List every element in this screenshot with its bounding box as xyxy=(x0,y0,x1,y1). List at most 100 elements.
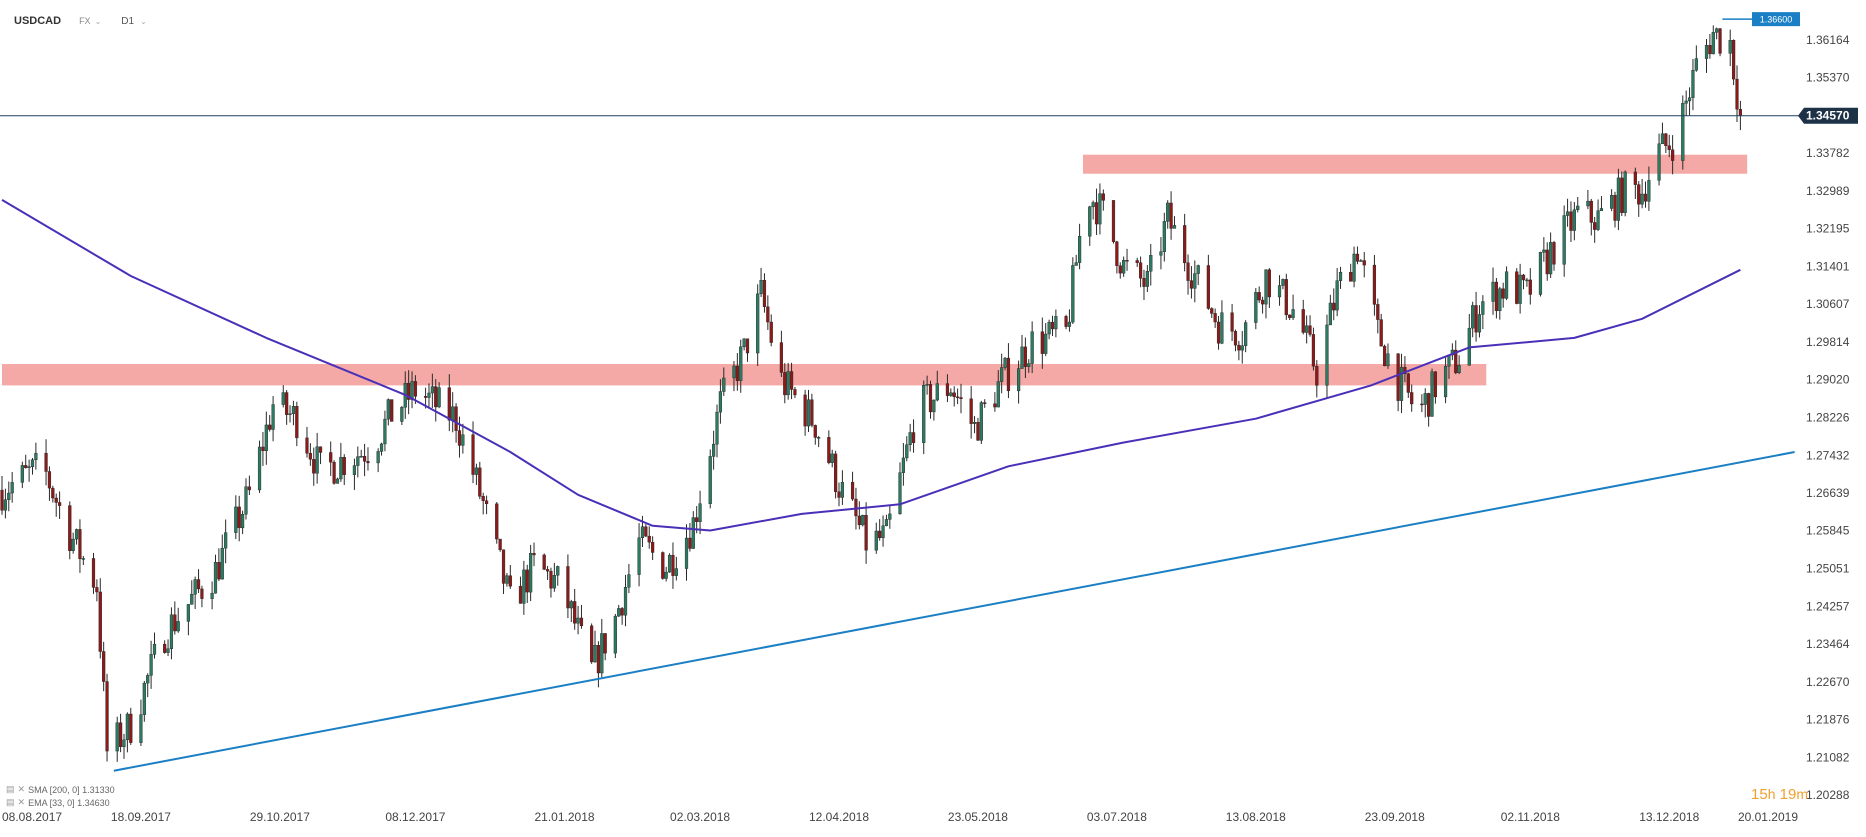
candle-body xyxy=(542,554,546,570)
candle-body xyxy=(1210,308,1214,314)
candle-body xyxy=(271,404,275,430)
y-tick-label: 1.23464 xyxy=(1806,637,1850,651)
candle-body xyxy=(1288,314,1292,318)
candle-body xyxy=(1040,331,1044,354)
zone-1 xyxy=(1082,154,1748,174)
candle-body xyxy=(1230,312,1234,332)
timeframe-dropdown-icon[interactable]: ⌄ xyxy=(140,16,147,26)
candle-body xyxy=(20,465,24,483)
candle-body xyxy=(362,455,367,462)
candle-body xyxy=(667,554,672,573)
market-label[interactable]: FX xyxy=(79,16,91,26)
candle-body xyxy=(1406,373,1410,393)
candle-countdown: 15h 19m xyxy=(1751,786,1809,803)
candle-body xyxy=(1691,70,1695,98)
candle-body xyxy=(1589,200,1593,223)
candle-body xyxy=(508,575,512,587)
candle-body xyxy=(383,418,387,445)
candle-body xyxy=(552,575,556,589)
candle-body xyxy=(146,675,150,684)
candle-body xyxy=(200,588,204,599)
candle-body xyxy=(1260,299,1265,305)
candle-body xyxy=(390,399,394,422)
candle-body xyxy=(1206,265,1210,309)
candle-body xyxy=(1006,357,1011,392)
y-tick-label: 1.21876 xyxy=(1806,713,1850,727)
candle-body xyxy=(952,392,956,398)
candle-body xyxy=(366,461,370,464)
candle-body xyxy=(1138,262,1143,279)
candle-body xyxy=(817,437,821,439)
indicator-remove-icon[interactable]: ✕ xyxy=(17,784,26,794)
candle-body xyxy=(1098,193,1102,225)
candle-body xyxy=(1521,274,1526,281)
indicator-label: SMA [200, 0] xyxy=(28,784,80,795)
candle-body xyxy=(732,365,736,379)
trendline xyxy=(113,451,1795,772)
candle-body xyxy=(505,575,509,584)
market-dropdown-icon[interactable]: ⌄ xyxy=(94,16,102,26)
candle-body xyxy=(461,434,465,446)
candle-body xyxy=(335,478,340,484)
candle-body xyxy=(115,722,119,752)
candle-body xyxy=(237,506,241,529)
candle-body xyxy=(640,526,645,539)
candle-body xyxy=(1233,331,1238,346)
indicator-remove-icon[interactable]: ✕ xyxy=(17,797,26,807)
candle-body xyxy=(139,714,143,743)
candle-body xyxy=(1382,345,1387,367)
y-tick-label: 1.25051 xyxy=(1806,562,1850,576)
candle-body xyxy=(1694,58,1698,71)
candle-body xyxy=(1162,221,1166,252)
candle-body xyxy=(1216,321,1221,344)
candle-body xyxy=(1657,143,1661,181)
candle-body xyxy=(1166,202,1170,222)
candle-body xyxy=(1471,305,1475,329)
candle-body xyxy=(163,643,167,653)
candle-body xyxy=(1088,206,1092,237)
candle-body xyxy=(339,457,343,480)
candle-body xyxy=(1220,312,1224,344)
x-tick-label: 03.07.2018 xyxy=(1087,810,1147,824)
candle-body xyxy=(288,413,292,415)
indicator-settings-icon[interactable]: ▤ xyxy=(6,797,15,807)
candle-body xyxy=(105,681,109,752)
candle-body xyxy=(556,566,560,576)
candle-body xyxy=(549,570,553,589)
candle-body xyxy=(874,530,878,551)
y-tick-label: 1.32989 xyxy=(1806,184,1850,198)
indicator-settings-icon[interactable]: ▤ xyxy=(6,784,15,794)
candle-body xyxy=(1552,242,1556,265)
candle-body xyxy=(1125,260,1129,262)
candle-body xyxy=(220,547,224,580)
candle-body xyxy=(518,585,523,604)
candle-body xyxy=(1735,78,1739,110)
candle-body xyxy=(54,497,58,503)
candle-body xyxy=(376,451,380,464)
candle-body xyxy=(1596,210,1600,230)
candle-body xyxy=(1111,200,1116,242)
indicator-value: 1.34630 xyxy=(77,797,110,808)
symbol-label[interactable]: USDCAD xyxy=(14,15,62,27)
candle-body xyxy=(786,371,790,396)
candle-body xyxy=(993,403,997,408)
candle-body xyxy=(532,553,536,556)
indicator-sma: ▤ ✕ SMA [200, 0] 1.31330 xyxy=(6,784,115,795)
candle-body xyxy=(1030,331,1034,364)
candle-body xyxy=(1135,260,1139,263)
candle-body xyxy=(329,452,333,463)
candle-body xyxy=(1027,363,1031,367)
candle-body xyxy=(122,739,126,748)
candle-body xyxy=(708,456,712,504)
y-tick-label: 1.24257 xyxy=(1806,599,1850,613)
candle-body xyxy=(1433,371,1438,398)
candle-body xyxy=(1264,269,1268,305)
candle-body xyxy=(1501,288,1505,299)
candle-body xyxy=(718,391,722,413)
candle-body xyxy=(590,625,594,663)
candle-body xyxy=(898,472,902,515)
candle-body xyxy=(7,492,11,500)
candle-body xyxy=(78,529,82,560)
timeframe-label[interactable]: D1 xyxy=(121,15,135,27)
